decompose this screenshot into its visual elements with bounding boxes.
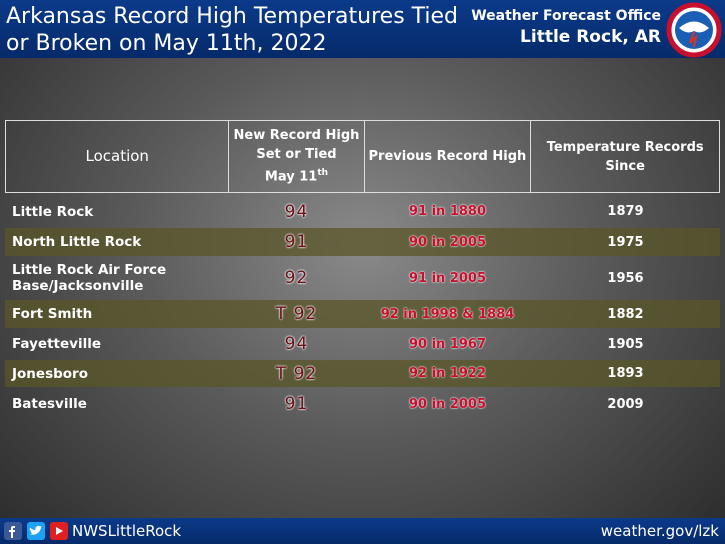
table-row: North Little Rock 91 90 in 2005 1975 bbox=[5, 228, 720, 256]
new-record: 94 bbox=[284, 201, 309, 222]
website: weather.gov/lzk bbox=[600, 522, 719, 540]
new-record: 92 bbox=[284, 268, 309, 288]
location-line: Base/Jacksonville bbox=[12, 278, 144, 294]
title-line: Arkansas Record High Temperatures Tied bbox=[6, 4, 459, 29]
location-line: North Little Rock bbox=[12, 234, 142, 250]
location-line: Little Rock bbox=[12, 203, 94, 220]
header-bar: Arkansas Record High Temperatures Tied o… bbox=[0, 0, 725, 58]
column-header: Previous Record High bbox=[365, 121, 532, 192]
previous-record: 91 in 1880 bbox=[408, 204, 487, 219]
location: Little Rock bbox=[5, 204, 229, 220]
location-line: Batesville bbox=[12, 396, 87, 412]
location-line: Jonesboro bbox=[12, 365, 88, 382]
table-row: Little Rock Air Force Base/Jacksonville 92… bbox=[5, 259, 720, 297]
location: Little Rock Air Force Base/Jacksonville bbox=[5, 262, 229, 294]
header-line: Previous Record High bbox=[369, 147, 527, 166]
title: Arkansas Record High Temperatures Tied o… bbox=[6, 3, 458, 57]
header-line: New Record High bbox=[234, 126, 360, 145]
new-record: T 92 bbox=[275, 363, 318, 384]
social-icons bbox=[4, 522, 68, 540]
records-since: 1905 bbox=[607, 336, 644, 352]
new-record: 91 bbox=[284, 394, 309, 414]
previous-record: 90 in 2005 bbox=[408, 234, 487, 250]
header-text: Since bbox=[605, 158, 645, 174]
previous-record: 92 in 1922 bbox=[408, 366, 487, 381]
records-since: 1956 bbox=[607, 270, 644, 286]
header-line: Since bbox=[605, 157, 645, 176]
header-line: Location bbox=[85, 147, 148, 166]
header-text: Previous Record High bbox=[368, 149, 527, 164]
header-superscript: th bbox=[317, 168, 329, 179]
header-line: Temperature Records bbox=[547, 138, 704, 157]
office-name: Weather Forecast Office bbox=[471, 8, 661, 24]
records-since: 2009 bbox=[607, 396, 644, 412]
previous-record: 90 in 2005 bbox=[408, 396, 487, 412]
location-line: Fayetteville bbox=[12, 336, 101, 352]
header-row: Location New Record High Set or Tied May 11… bbox=[5, 120, 720, 193]
location: Fayetteville bbox=[5, 336, 229, 352]
previous-record: 90 in 1967 bbox=[408, 336, 487, 352]
office: Weather Forecast Office Little Rock, AR bbox=[471, 8, 661, 47]
social-handle: NWSLittleRock bbox=[72, 522, 182, 540]
records-since: 1893 bbox=[607, 366, 644, 381]
header-text: Temperature Records bbox=[546, 139, 704, 155]
title-line: or Broken on May 11th, 2022 bbox=[6, 31, 327, 56]
header-line: May 11th bbox=[265, 164, 328, 186]
new-record: T 92 bbox=[275, 304, 318, 324]
footer-bar: NWSLittleRock weather.gov/lzk bbox=[0, 518, 725, 544]
records-since: 1879 bbox=[607, 204, 644, 219]
nws-logo bbox=[666, 2, 722, 58]
previous-record: 92 in 1998 & 1884 bbox=[380, 306, 515, 322]
location: Batesville bbox=[5, 396, 229, 412]
column-header: Temperature Records Since bbox=[531, 121, 719, 192]
table-row: Little Rock 94 91 in 1880 1879 bbox=[5, 198, 720, 225]
records-since: 1882 bbox=[607, 306, 644, 322]
office-location: Little Rock, AR bbox=[520, 27, 661, 47]
location: Jonesboro bbox=[5, 366, 229, 382]
location-line: Fort Smith bbox=[12, 306, 93, 322]
table-row: Jonesboro T 92 92 in 1922 1893 bbox=[5, 360, 720, 387]
location: Fort Smith bbox=[5, 306, 229, 322]
table-row: Fort Smith T 92 92 in 1998 & 1884 1882 bbox=[5, 300, 720, 328]
header-text: Set or Tied bbox=[256, 147, 337, 163]
previous-record: 91 in 2005 bbox=[408, 270, 487, 286]
header-text: New Record High bbox=[233, 128, 360, 144]
location: North Little Rock bbox=[5, 234, 229, 250]
location-line: Little Rock Air Force bbox=[12, 262, 167, 278]
column-header: Location bbox=[6, 121, 230, 192]
records-table: Location New Record High Set or Tied May 11… bbox=[5, 120, 720, 418]
new-record: 91 bbox=[284, 232, 309, 252]
header-line: Set or Tied bbox=[256, 145, 336, 164]
new-record: 94 bbox=[284, 334, 309, 354]
table-row: Batesville 91 90 in 2005 2009 bbox=[5, 390, 720, 418]
column-header: New Record High Set or Tied May 11th bbox=[229, 121, 365, 192]
header-text: Location bbox=[85, 147, 149, 165]
table-row: Fayetteville 94 90 in 1967 1905 bbox=[5, 331, 720, 357]
header-text: May 11 bbox=[264, 169, 318, 185]
records-since: 1975 bbox=[607, 234, 644, 250]
